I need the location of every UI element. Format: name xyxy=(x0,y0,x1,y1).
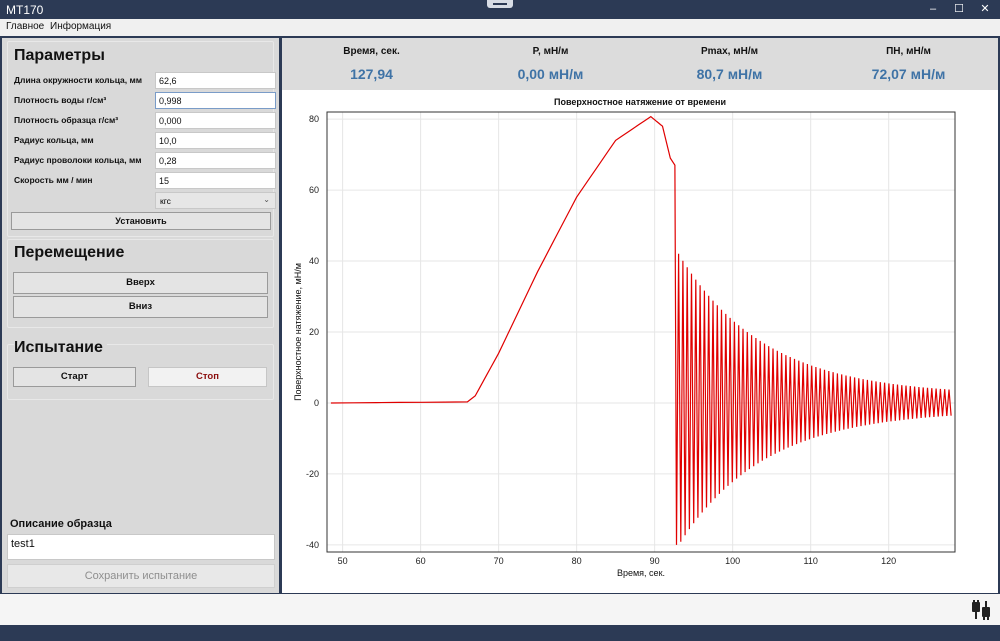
stat-pmax-value: 80,7 мН/м xyxy=(696,66,763,82)
sample-density-input[interactable]: 0,000 xyxy=(155,112,276,129)
x-axis-label: Время, сек. xyxy=(617,568,665,578)
y-tick-label: 0 xyxy=(314,398,319,408)
stat-pn-header: ПН, мН/м xyxy=(886,46,931,57)
y-tick-label: -20 xyxy=(306,469,319,479)
x-tick-label: 60 xyxy=(416,556,426,566)
param-sample-density: Плотность образца г/см³ 0,000 xyxy=(14,112,276,129)
start-button[interactable]: Старт xyxy=(13,367,136,387)
test-group: Испытание Старт Стоп xyxy=(7,339,274,400)
description-label: Описание образца xyxy=(10,518,112,530)
window-title: MT170 xyxy=(6,3,44,17)
param-label: Скорость мм / мин xyxy=(14,175,93,185)
param-wire-radius: Радиус проволоки кольца, мм 0,28 xyxy=(14,152,276,169)
set-button[interactable]: Установить xyxy=(11,212,271,230)
params-title: Параметры xyxy=(14,47,105,64)
up-button[interactable]: Вверх xyxy=(13,272,268,294)
chart-title: Поверхностное натяжение от времени xyxy=(554,97,726,107)
stat-p-header: P, мН/м xyxy=(532,46,569,57)
param-ring-radius: Радиус кольца, мм 10,0 xyxy=(14,132,276,149)
x-tick-label: 50 xyxy=(338,556,348,566)
stop-button[interactable]: Стоп xyxy=(148,367,267,387)
x-tick-label: 70 xyxy=(494,556,504,566)
title-bar: MT170 – ☐ ✕ xyxy=(0,0,1000,19)
wire-radius-input[interactable]: 0,28 xyxy=(155,152,276,169)
maximize-button[interactable]: ☐ xyxy=(954,3,964,15)
speed-input[interactable]: 15 xyxy=(155,172,276,189)
param-label: Плотность воды г/см³ xyxy=(14,95,107,105)
chevron-down-icon: ⌄ xyxy=(263,195,270,204)
test-title: Испытание xyxy=(14,339,107,357)
param-label: Длина окружности кольца, мм xyxy=(14,75,143,85)
stat-pmax-header: Pmax, мН/м xyxy=(700,46,759,57)
param-ring-circumference: Длина окружности кольца, мм 62,6 xyxy=(14,72,276,89)
bottom-status-area xyxy=(0,594,1000,625)
water-density-input[interactable]: 0,998 xyxy=(155,92,276,109)
menu-info[interactable]: Информация xyxy=(50,21,112,32)
menu-main[interactable]: Главное xyxy=(6,21,45,32)
ring-circumference-input[interactable]: 62,6 xyxy=(155,72,276,89)
movement-title: Перемещение xyxy=(14,244,125,261)
menu-bar: Главное Информация xyxy=(0,19,1000,36)
param-label: Радиус проволоки кольца, мм xyxy=(14,155,142,165)
chart-grid xyxy=(327,112,955,552)
y-tick-label: 40 xyxy=(309,256,319,266)
down-button[interactable]: Вниз xyxy=(13,296,268,318)
params-group: Параметры Длина окружности кольца, мм 62… xyxy=(7,41,276,237)
y-axis-label: Поверхностное натяжение, мН/м xyxy=(293,263,303,401)
left-panel: Параметры Длина окружности кольца, мм 62… xyxy=(2,38,279,593)
y-tick-label: 20 xyxy=(309,327,319,337)
stat-pn-value: 72,07 мН/м xyxy=(871,66,946,82)
stat-time: Время, сек. 127,94 xyxy=(282,38,461,90)
stats-bar: Время, сек. 127,94 P, мН/м 0,00 мН/м Pma… xyxy=(282,38,998,90)
x-tick-label: 100 xyxy=(725,556,740,566)
drag-handle[interactable] xyxy=(487,0,513,8)
unit-select-value: кгс xyxy=(160,196,171,206)
stat-p: P, мН/м 0,00 мН/м xyxy=(461,38,640,90)
stat-pn: ПН, мН/м 72,07 мН/м xyxy=(819,38,998,90)
unit-select[interactable]: кгс ⌄ xyxy=(155,192,276,209)
x-tick-label: 90 xyxy=(650,556,660,566)
y-tick-label: 60 xyxy=(309,185,319,195)
param-water-density: Плотность воды г/см³ 0,998 xyxy=(14,92,276,109)
y-tick-label: 80 xyxy=(309,114,319,124)
plot-frame xyxy=(326,111,956,553)
window-bottom-frame xyxy=(0,625,1000,641)
save-test-button[interactable]: Сохранить испытание xyxy=(7,564,275,588)
x-tick-label: 120 xyxy=(881,556,896,566)
x-tick-label: 80 xyxy=(572,556,582,566)
description-input[interactable]: test1 xyxy=(7,534,275,560)
chart-ticks: 50 60 70 80 90 100 110 120 -40 -20 0 20 40 60 80 xyxy=(306,114,896,566)
param-label: Радиус кольца, мм xyxy=(14,135,94,145)
stat-pmax: Pmax, мН/м 80,7 мН/м xyxy=(640,38,819,90)
param-label: Плотность образца г/см³ xyxy=(14,115,119,125)
minimize-button[interactable]: – xyxy=(929,3,937,15)
x-tick-label: 110 xyxy=(803,556,817,566)
movement-group: Перемещение Вверх Вниз xyxy=(7,239,274,328)
y-tick-label: -40 xyxy=(306,540,319,550)
stat-p-value: 0,00 мН/м xyxy=(517,66,584,82)
stat-time-header: Время, сек. xyxy=(343,46,400,57)
series-line xyxy=(330,115,952,545)
stat-time-value: 127,94 xyxy=(350,66,393,82)
plug-icon[interactable] xyxy=(970,599,992,621)
surface-tension-chart[interactable]: Поверхностное натяжение от времени 50 60 7… xyxy=(282,90,998,593)
right-panel: Время, сек. 127,94 P, мН/м 0,00 мН/м Pma… xyxy=(282,38,998,593)
close-button[interactable]: ✕ xyxy=(980,3,990,15)
ring-radius-input[interactable]: 10,0 xyxy=(155,132,276,149)
param-speed: Скорость мм / мин 15 xyxy=(14,172,276,189)
